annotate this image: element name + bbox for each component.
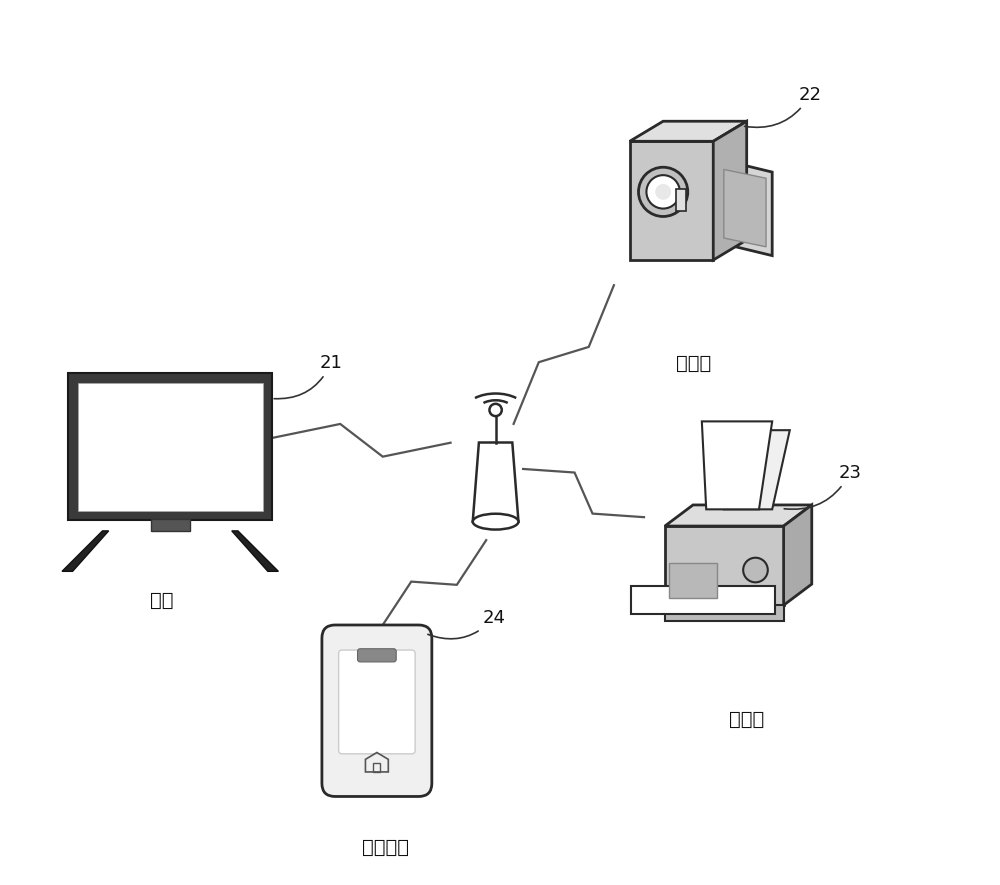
Bar xyxy=(68,373,272,520)
Polygon shape xyxy=(724,430,790,510)
Text: 摄像机: 摄像机 xyxy=(676,354,711,373)
Text: 打印机: 打印机 xyxy=(729,710,764,729)
Polygon shape xyxy=(713,121,747,260)
Polygon shape xyxy=(702,421,772,510)
Text: 智能手机: 智能手机 xyxy=(362,837,409,857)
Polygon shape xyxy=(473,442,518,521)
Circle shape xyxy=(639,167,688,217)
Polygon shape xyxy=(718,159,772,256)
Polygon shape xyxy=(630,121,747,142)
Text: 电视: 电视 xyxy=(150,591,173,611)
Circle shape xyxy=(655,184,671,200)
Bar xyxy=(665,605,784,621)
Bar xyxy=(151,519,190,531)
Text: 23: 23 xyxy=(784,464,862,509)
Bar xyxy=(665,526,784,605)
Polygon shape xyxy=(665,505,812,526)
Text: 22: 22 xyxy=(745,86,822,127)
Bar xyxy=(676,189,686,212)
Bar xyxy=(373,763,380,772)
Polygon shape xyxy=(724,169,766,247)
Circle shape xyxy=(646,175,680,209)
Ellipse shape xyxy=(473,513,518,529)
Polygon shape xyxy=(232,531,278,572)
Circle shape xyxy=(489,404,502,416)
FancyBboxPatch shape xyxy=(358,649,396,662)
Polygon shape xyxy=(784,505,812,605)
Bar xyxy=(78,383,263,511)
Bar xyxy=(630,142,713,260)
Polygon shape xyxy=(631,586,775,614)
Text: 21: 21 xyxy=(274,354,343,399)
Bar xyxy=(669,563,717,598)
Text: 24: 24 xyxy=(428,609,505,639)
FancyBboxPatch shape xyxy=(339,650,415,754)
Circle shape xyxy=(743,558,768,582)
FancyBboxPatch shape xyxy=(322,625,432,796)
Polygon shape xyxy=(62,531,109,572)
